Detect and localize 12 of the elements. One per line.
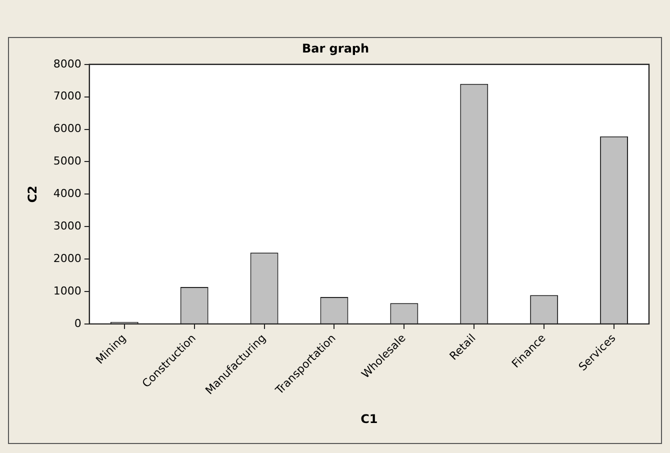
chart-title: Bar graph — [302, 41, 370, 56]
y-tick-label: 0 — [74, 316, 82, 330]
y-tick-label: 3000 — [53, 219, 82, 232]
y-tick-label: 4000 — [53, 187, 82, 200]
y-tick-label: 5000 — [53, 154, 82, 168]
y-tick-label: 2000 — [53, 252, 82, 265]
y-axis-title: C2 — [25, 186, 40, 203]
y-tick-label: 8000 — [53, 57, 82, 70]
y-tick-label: 1000 — [53, 284, 82, 298]
y-tick-label: 6000 — [53, 122, 82, 136]
x-axis-title: C1 — [360, 412, 378, 426]
y-tick-label: 7000 — [53, 90, 82, 103]
